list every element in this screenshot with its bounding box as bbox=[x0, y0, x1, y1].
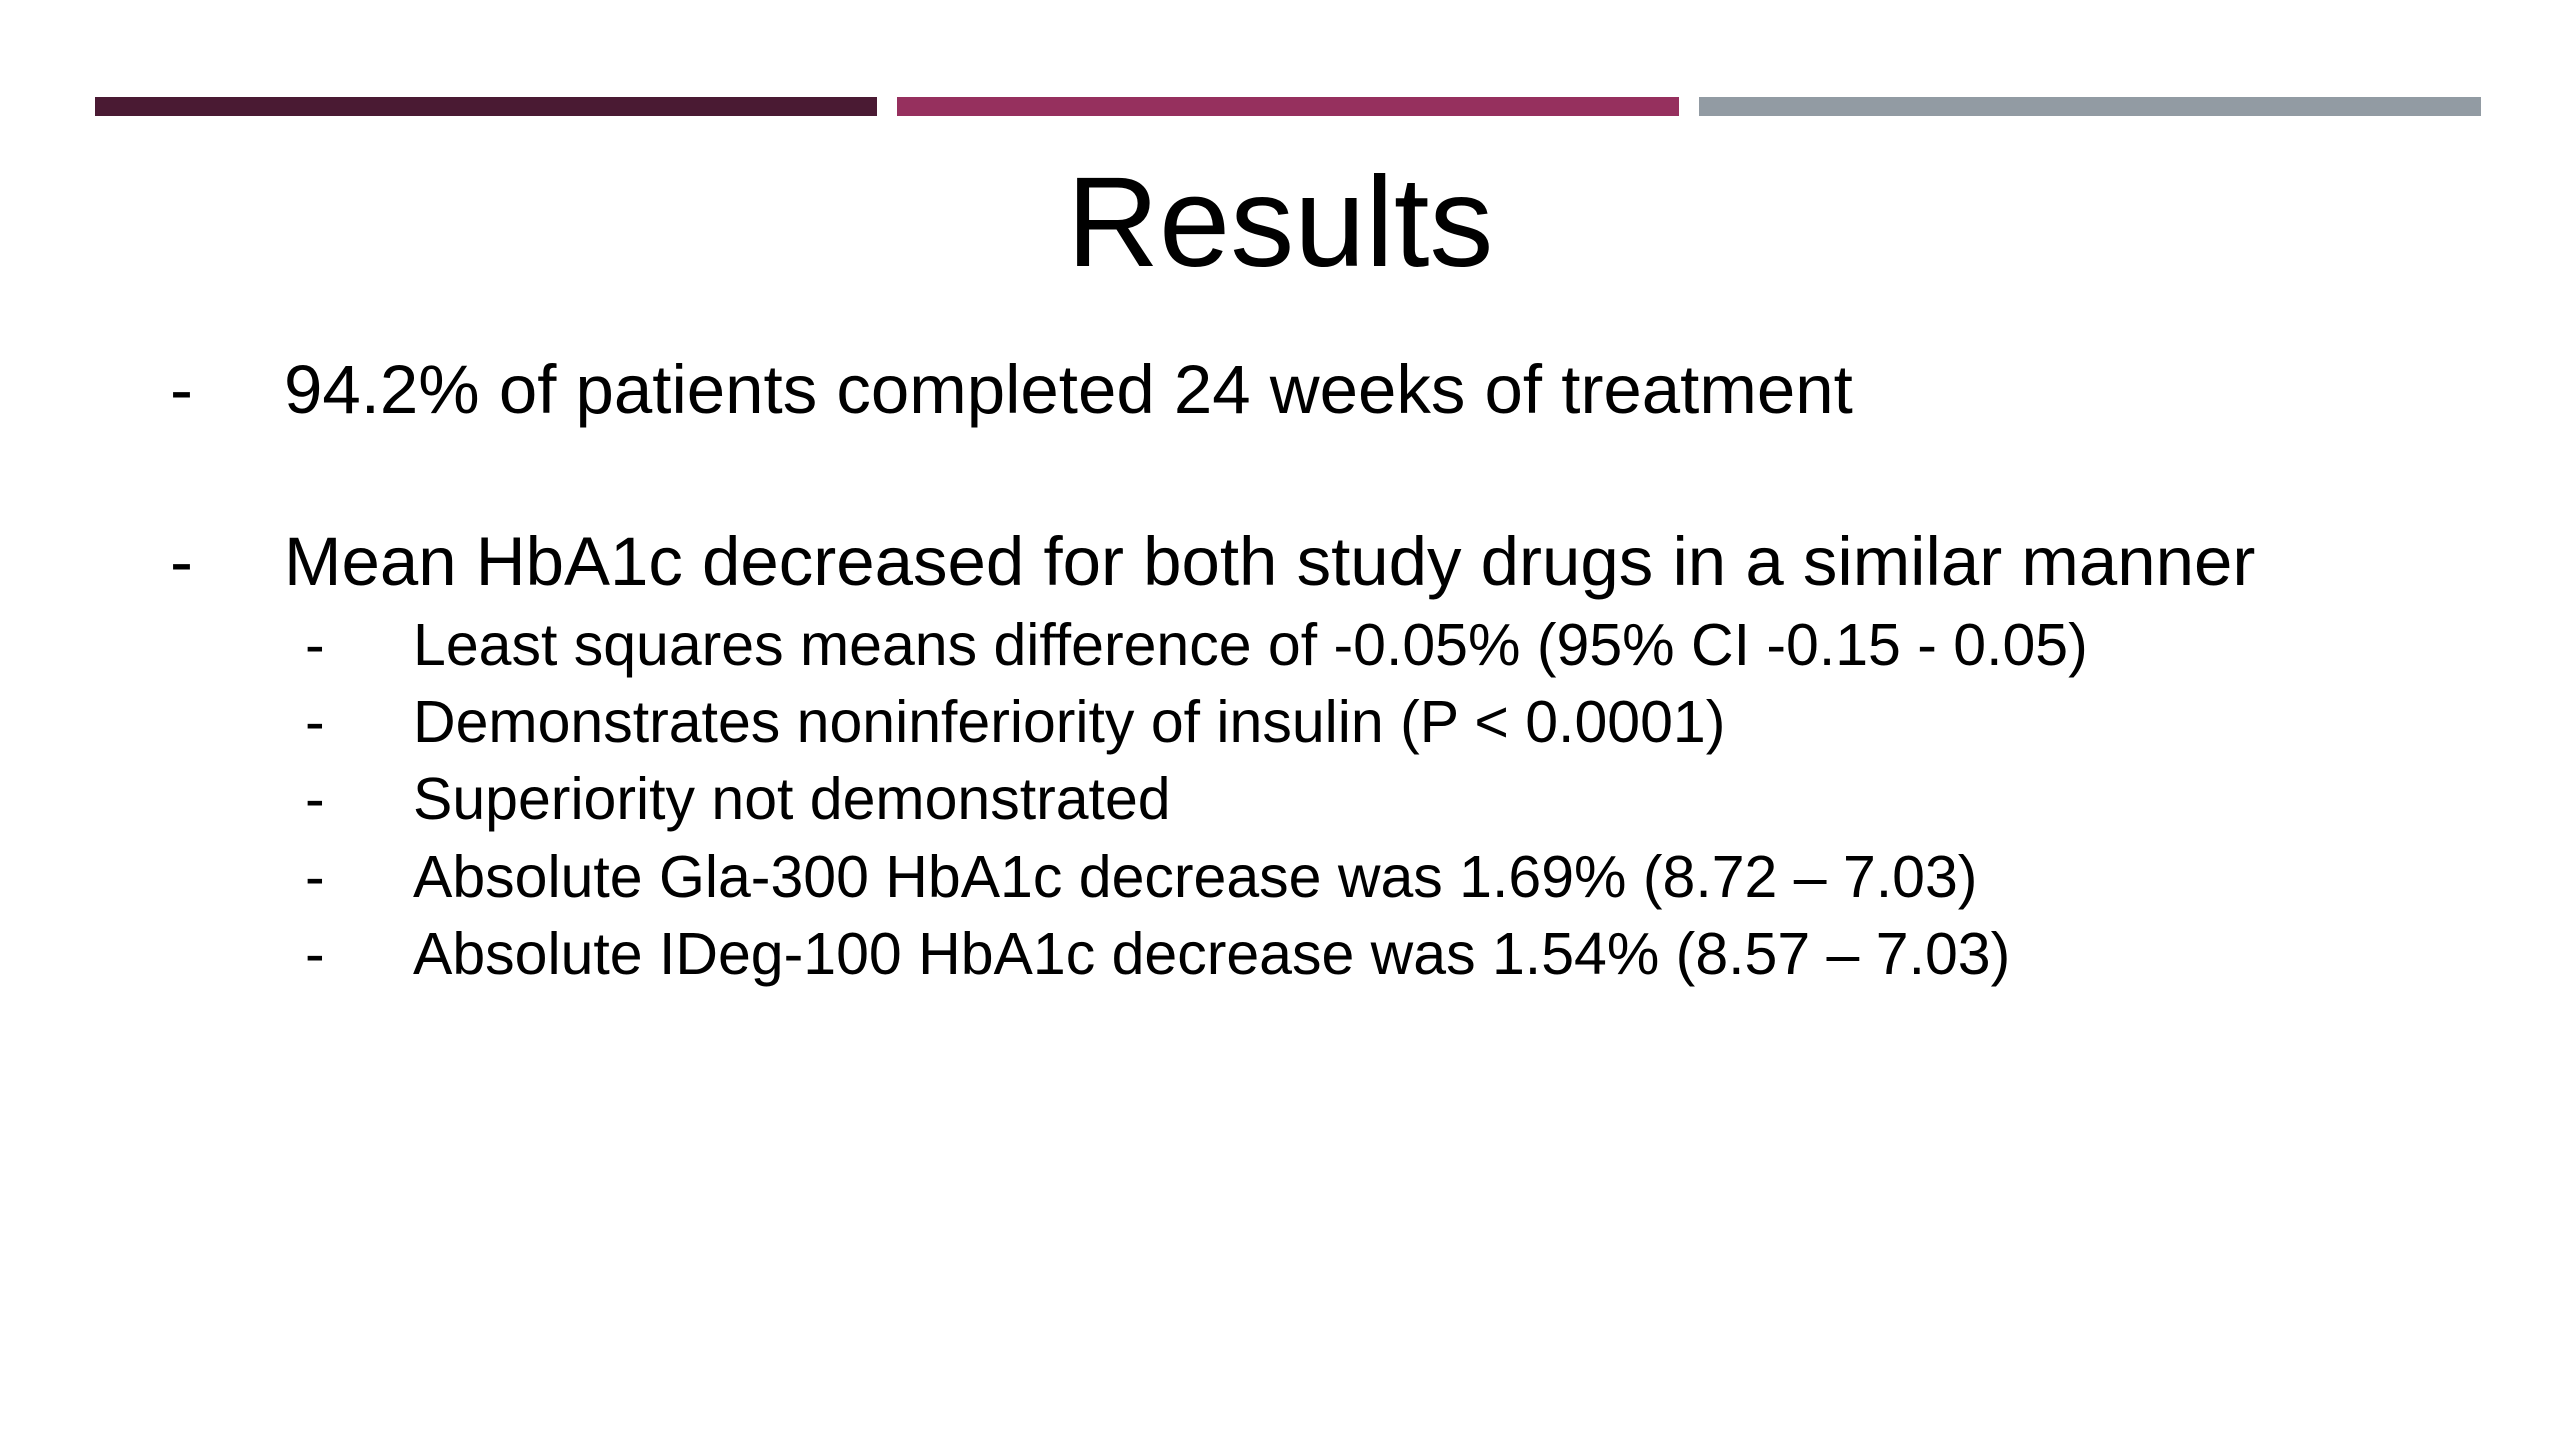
sub-bullet-text: Demonstrates noninferiority of insulin (… bbox=[413, 689, 1726, 755]
sub-bullet-marker: - bbox=[305, 921, 325, 987]
sub-bullet-ideg100: - Absolute IDeg-100 HbA1c decrease was 1… bbox=[305, 919, 2010, 989]
sub-bullet-marker: - bbox=[305, 766, 325, 832]
sub-bullet-noninferiority: - Demonstrates noninferiority of insulin… bbox=[305, 687, 1725, 757]
bullet-marker: - bbox=[170, 523, 193, 600]
bullet-text: 94.2% of patients completed 24 weeks of … bbox=[284, 351, 1853, 428]
slide-title: Results bbox=[1066, 151, 1494, 294]
header-accent-bar-2 bbox=[897, 97, 1679, 116]
sub-bullet-text: Least squares means difference of -0.05%… bbox=[413, 612, 2088, 678]
sub-bullet-marker: - bbox=[305, 844, 325, 910]
bullet-text: Mean HbA1c decreased for both study drug… bbox=[284, 523, 2256, 600]
sub-bullet-gla300: - Absolute Gla-300 HbA1c decrease was 1.… bbox=[305, 842, 1977, 912]
sub-bullet-least-squares: - Least squares means difference of -0.0… bbox=[305, 610, 2088, 680]
header-accent-bar-1 bbox=[95, 97, 877, 116]
sub-bullet-marker: - bbox=[305, 689, 325, 755]
sub-bullet-superiority: - Superiority not demonstrated bbox=[305, 764, 1171, 834]
bullet-patients-completed: - 94.2% of patients completed 24 weeks o… bbox=[170, 350, 1853, 430]
bullet-marker: - bbox=[170, 351, 193, 428]
bullet-mean-hba1c: - Mean HbA1c decreased for both study dr… bbox=[170, 522, 2255, 602]
sub-bullet-text: Absolute IDeg-100 HbA1c decrease was 1.5… bbox=[413, 921, 2011, 987]
sub-bullet-text: Absolute Gla-300 HbA1c decrease was 1.69… bbox=[413, 844, 1978, 910]
sub-bullet-marker: - bbox=[305, 612, 325, 678]
sub-bullet-text: Superiority not demonstrated bbox=[413, 766, 1171, 832]
header-accent-bar-3 bbox=[1699, 97, 2481, 116]
